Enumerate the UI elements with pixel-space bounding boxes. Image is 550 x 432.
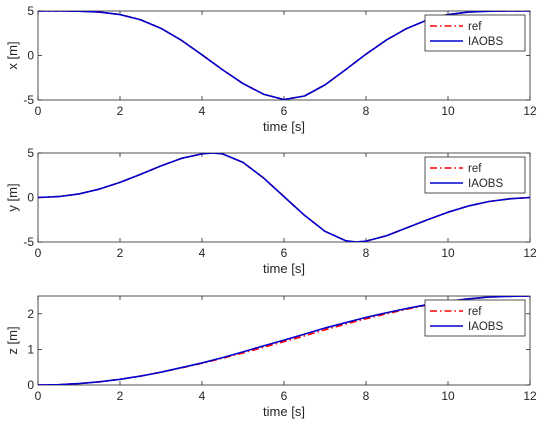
y-tick-label: 0 [27,378,34,392]
y-tick-label: 2 [27,307,34,321]
x-axis-label: time [s] [263,261,305,276]
series-line-iaobs [38,11,530,100]
x-tick-label: 6 [281,389,288,403]
x-tick-label: 2 [117,246,124,260]
y-tick-label: -5 [23,235,34,249]
y-tick-label: 0 [27,49,34,63]
legend-label-iaobs: IAOBS [468,321,503,333]
x-tick-label: 8 [363,246,370,260]
y-tick-label: 1 [27,342,34,356]
x-tick-label: 8 [363,389,370,403]
y-tick-label: 0 [27,191,34,205]
series-line-ref [38,296,530,385]
legend: ref IAOBS [424,14,526,52]
x-tick-label: 4 [199,246,206,260]
y-tick-label: -5 [23,93,34,107]
series-lines [38,11,530,100]
legend-box [424,156,526,194]
legend-box [424,14,526,52]
x-tick-label: 10 [441,389,455,403]
y-axis-label: x [m] [5,41,20,69]
legend: ref IAOBS [424,299,526,337]
x-tick-label: 2 [117,389,124,403]
x-tick-label: 6 [281,104,288,118]
x-tick-label: 0 [35,389,42,403]
x-tick-label: 10 [441,246,455,260]
x-tick-label: 12 [523,389,537,403]
legend-label-iaobs: IAOBS [468,178,503,190]
x-tick-label: 8 [363,104,370,118]
y-tick-label: 5 [27,4,34,18]
legend: ref IAOBS [424,156,526,194]
x-tick-label: 10 [441,104,455,118]
series-line-iaobs [38,153,530,242]
x-tick-label: 12 [523,104,537,118]
series-lines [38,153,530,242]
x-tick-label: 12 [523,246,537,260]
y-axis-label: y [m] [5,183,20,211]
legend-label-ref: ref [468,163,482,175]
x-tick-label: 2 [117,104,124,118]
legend-label-ref: ref [468,306,482,318]
x-tick-label: 4 [199,389,206,403]
x-tick-label: 0 [35,104,42,118]
x-axis-label: time [s] [263,404,305,419]
legend-label-ref: ref [468,21,482,33]
x-tick-label: 0 [35,246,42,260]
x-tick-label: 4 [199,104,206,118]
y-tick-label: 5 [27,146,34,160]
y-axis-label: z [m] [5,326,20,354]
x-axis-label: time [s] [263,119,305,134]
x-tick-label: 6 [281,246,288,260]
legend-box [424,299,526,337]
legend-label-iaobs: IAOBS [468,36,503,48]
